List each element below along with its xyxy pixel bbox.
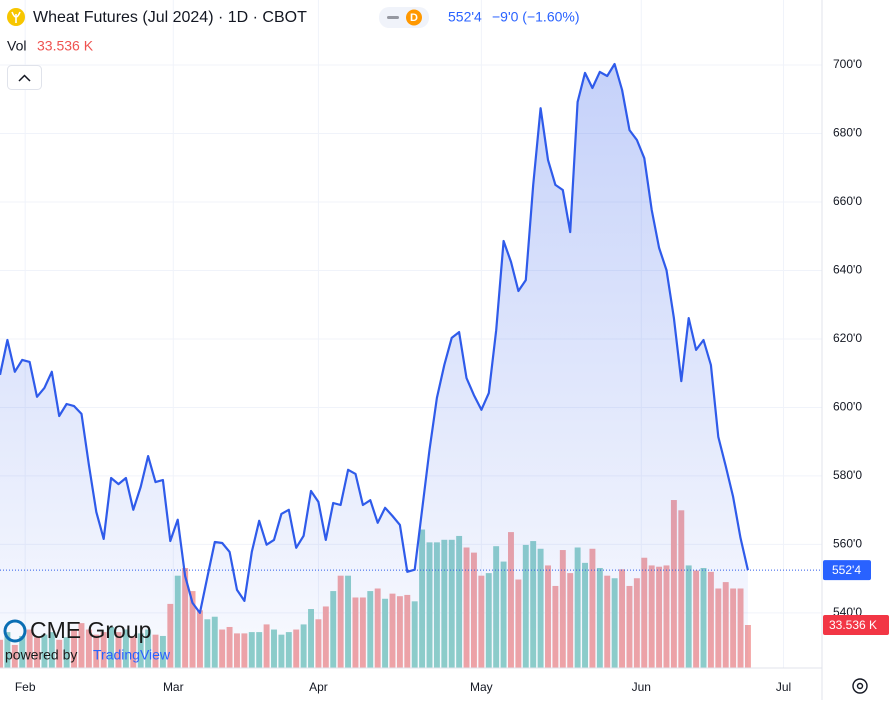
collapse-icon	[18, 74, 31, 82]
y-tick-label: 680'0	[833, 126, 862, 140]
symbol-glyph	[11, 11, 21, 23]
last-price-box	[823, 560, 871, 581]
collapse-button[interactable]	[7, 65, 42, 90]
x-tick-label: Mar	[163, 680, 184, 694]
price-line	[0, 62, 749, 614]
badge-text: D	[410, 12, 418, 24]
last-volume-box	[823, 615, 889, 636]
x-tick-label: Jun	[632, 680, 651, 694]
x-tick-label: Apr	[309, 680, 328, 694]
last-price-label: 552'4	[832, 563, 861, 577]
volume-bar	[744, 625, 751, 668]
price	[0, 62, 822, 668]
settings-icon[interactable]	[852, 678, 868, 694]
settings-icon-core	[856, 682, 864, 690]
last-volume-label: 33.536 K	[829, 618, 877, 632]
y-tick-label: 600'0	[833, 400, 862, 414]
y-tick-label: 620'0	[833, 331, 862, 345]
y-tick-label: 580'0	[833, 468, 862, 482]
last-price: 552'4	[448, 9, 482, 25]
change: −9'0 (−1.60%)	[492, 9, 580, 25]
brand: CME Group	[30, 617, 151, 643]
cme-logo	[3, 619, 27, 643]
badge-dash	[387, 16, 399, 19]
x-tick-label: May	[470, 680, 493, 694]
price-area	[0, 64, 748, 668]
title: Wheat Futures (Jul 2024) · 1D · CBOT	[33, 9, 307, 26]
y-tick-label: 660'0	[833, 194, 862, 208]
x-tick-label: Jul	[776, 680, 791, 694]
y-tick-label: 700'0	[833, 57, 862, 71]
x-tick-label: Feb	[15, 680, 36, 694]
vendor: TradingView	[93, 647, 171, 663]
y-tick-label: 640'0	[833, 263, 862, 277]
powered: powered by	[5, 647, 77, 663]
y-tick-label: 560'0	[833, 537, 862, 551]
badge-dot	[406, 9, 422, 26]
vol-value: 33.536 K	[37, 38, 94, 54]
vol-label: Vol	[7, 38, 26, 54]
